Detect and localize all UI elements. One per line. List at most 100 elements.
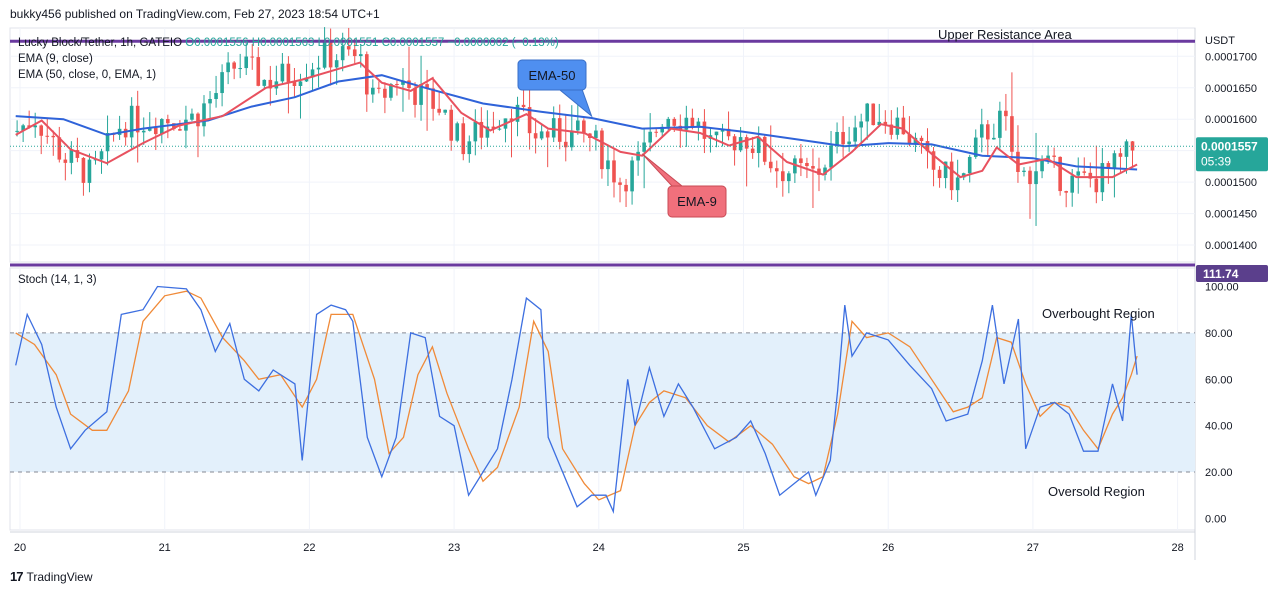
candle-body <box>437 108 441 113</box>
candle-body <box>1040 159 1044 172</box>
candle-body <box>33 125 37 128</box>
candle-body <box>232 62 236 69</box>
candle-body <box>533 133 538 139</box>
candle-body <box>817 168 821 175</box>
candle-body <box>87 159 92 183</box>
candle-body <box>196 113 200 127</box>
candle-body <box>871 103 876 126</box>
candle-body <box>1124 141 1129 157</box>
countdown-value: 05:39 <box>1201 154 1231 168</box>
candle-body <box>172 123 176 130</box>
candle-body <box>992 137 996 140</box>
time-tick-label: 21 <box>159 542 171 554</box>
candle-body <box>256 57 261 86</box>
candle-body <box>1064 191 1068 193</box>
candle-body <box>774 168 779 172</box>
candle-body <box>166 119 170 124</box>
candle-body <box>1112 153 1117 169</box>
candle-body <box>449 109 454 141</box>
candle-body <box>346 46 351 50</box>
time-tick-label: 27 <box>1027 542 1039 554</box>
candle-body <box>515 104 520 122</box>
candle-body <box>835 131 839 146</box>
candle-body <box>1070 175 1075 193</box>
candle-body <box>648 131 652 143</box>
candle-body <box>576 120 580 131</box>
price-tick-label: 0.0001450 <box>1205 209 1257 221</box>
candle-body <box>660 126 665 133</box>
candle-body <box>407 80 411 88</box>
tradingview-logo[interactable]: 17 TradingView <box>10 569 93 584</box>
candle-body <box>630 160 634 192</box>
candle-body <box>768 161 773 169</box>
candle-body <box>69 150 74 163</box>
candle-body <box>594 130 598 139</box>
candle-body <box>750 148 755 154</box>
candle-body <box>998 110 1002 138</box>
ema9-line <box>15 61 1138 179</box>
overbought-label: Overbought Region <box>1042 306 1155 321</box>
candle-body <box>328 42 333 68</box>
candle-body <box>624 184 628 192</box>
candle-body <box>129 105 134 138</box>
candle-body <box>81 157 86 183</box>
candle-body <box>805 162 809 167</box>
candle-body <box>1022 170 1026 172</box>
candle-body <box>292 81 297 87</box>
candles <box>15 27 1135 226</box>
candle-body <box>955 177 960 191</box>
candle-body <box>823 167 827 175</box>
candle-body <box>672 118 677 126</box>
stoch-tick-label: 100.00 <box>1205 282 1239 294</box>
candle-body <box>389 83 393 98</box>
candle-body <box>340 46 345 61</box>
candle-body <box>1046 155 1050 160</box>
candle-body <box>1004 110 1008 117</box>
candle-body <box>135 105 140 133</box>
candle-body <box>853 127 857 142</box>
candle-body <box>787 173 791 182</box>
candle-body <box>762 136 767 162</box>
candle-body <box>1106 163 1111 169</box>
candle-body <box>726 128 731 137</box>
last-price-tag <box>1196 137 1268 172</box>
candle-body <box>569 130 574 148</box>
stoch-tick-label: 0.00 <box>1205 513 1226 525</box>
ema50-callout-text: EMA-50 <box>529 68 576 83</box>
candle-body <box>714 131 719 136</box>
candle-body <box>479 121 484 138</box>
candle-body <box>334 60 339 68</box>
ema50-callout[interactable] <box>517 59 587 91</box>
candle-body <box>220 72 224 94</box>
candle-body <box>262 79 267 86</box>
candle-body <box>413 87 417 105</box>
candle-body <box>781 171 785 182</box>
candle-body <box>877 121 882 126</box>
candle-body <box>582 120 586 134</box>
candle-body <box>377 87 381 89</box>
ema9-callout-text: EMA-9 <box>677 194 717 209</box>
ema9-legend: EMA (9, close) <box>18 53 93 65</box>
candle-body <box>322 42 327 68</box>
price-tick-label: 0.0001600 <box>1205 114 1257 126</box>
symbol-legend[interactable]: Lucky Block/Tether, 1h, GATEIO O0.000155… <box>18 37 559 49</box>
candle-body <box>967 156 972 174</box>
candle-body <box>310 69 315 78</box>
candle-body <box>702 121 707 139</box>
candle-body <box>214 93 218 100</box>
candle-body <box>184 119 188 131</box>
candle-body <box>744 137 749 149</box>
candle-body <box>527 107 532 134</box>
candle-body <box>491 126 496 130</box>
candle-body <box>907 134 912 143</box>
candle-body <box>919 137 924 142</box>
candle-body <box>190 113 194 120</box>
candle-body <box>395 83 399 85</box>
ema9-callout[interactable] <box>667 185 727 218</box>
candle-body <box>226 62 230 73</box>
candle-body <box>1088 172 1093 179</box>
candle-body <box>57 137 62 160</box>
candle-body <box>153 127 158 135</box>
candle-body <box>949 161 954 191</box>
